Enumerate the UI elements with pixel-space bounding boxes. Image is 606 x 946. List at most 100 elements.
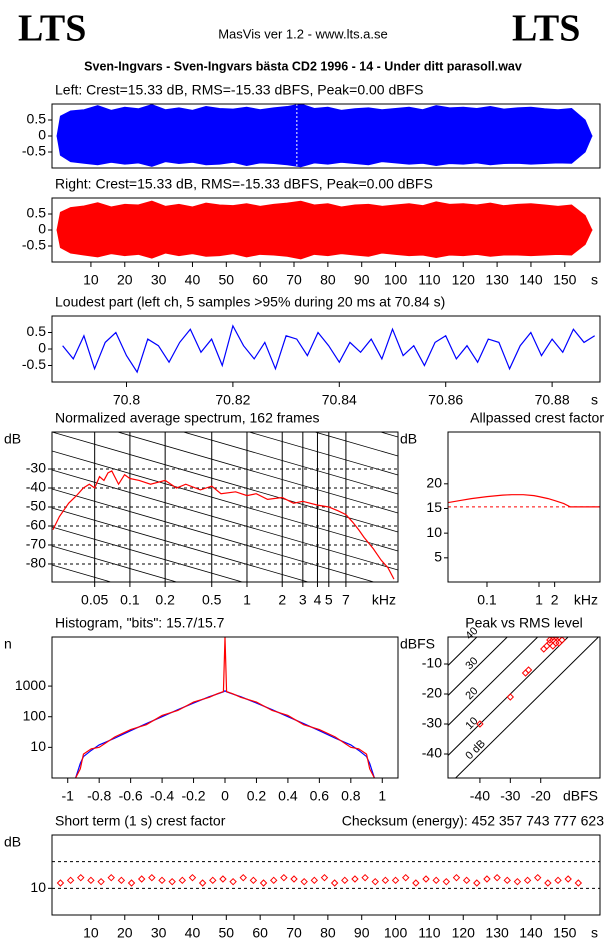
y-tick-label: -70 [26, 536, 46, 552]
point [137, 875, 146, 883]
x-tick-label: 130 [485, 272, 509, 288]
x-tick-label: 60 [252, 272, 268, 288]
point [330, 879, 339, 887]
x-tick-label: 70 [286, 272, 302, 288]
point [549, 642, 557, 650]
app-title: MasVis ver 1.2 - www.lts.a.se [218, 26, 388, 41]
y-tick-label: 10 [426, 524, 442, 540]
point [476, 720, 484, 728]
plot-border [447, 636, 601, 779]
logo: LTS [512, 8, 580, 50]
slope-line [313, 432, 398, 457]
chart-title: Right: Crest=15.33 dB, RMS=-15.33 dBFS, … [55, 176, 433, 192]
x-unit-label: dBFS [563, 788, 598, 804]
chart-title: Peak vs RMS level [465, 615, 582, 631]
x-tick-label: 120 [452, 925, 476, 941]
point [534, 873, 542, 882]
y-tick-label: 20 [426, 475, 442, 491]
plot-frame [52, 316, 600, 382]
x-tick-label: 2 [278, 592, 286, 608]
x-tick-label: 0.8 [341, 788, 361, 804]
x-tick-label: 50 [219, 925, 235, 941]
diagonal-line [454, 637, 600, 778]
point [503, 876, 511, 885]
x-tick-label: 20 [117, 272, 133, 288]
point [77, 873, 85, 882]
point [168, 877, 176, 886]
data-line [448, 494, 600, 508]
plot-area [52, 835, 600, 915]
point [127, 879, 136, 887]
chart-title: Normalized average spectrum, 162 frames [55, 410, 320, 426]
y-axis-label: n [4, 636, 12, 652]
x-tick-label: 100 [384, 925, 408, 941]
x-tick-label: 10 [83, 272, 99, 288]
x-tick-label: -30 [500, 788, 520, 804]
x-tick-label: 110 [418, 272, 441, 288]
x-unit-label: s [591, 392, 598, 408]
y-tick-label: -50 [26, 498, 46, 514]
x-tick-label: 50 [219, 272, 235, 288]
point [209, 876, 217, 885]
chart-title: Allpassed crest factor [470, 410, 604, 426]
point [107, 873, 115, 882]
point [341, 876, 349, 885]
slope-line [247, 432, 398, 476]
plot-area [52, 316, 600, 382]
y-tick-label: 15 [426, 499, 442, 515]
point [239, 873, 247, 882]
x-tick-label: 0.1 [120, 592, 140, 608]
waveform [56, 104, 593, 137]
y-axis-label: dBFS [400, 636, 435, 652]
x-tick-label: 70.8 [113, 392, 140, 408]
logo: LTS [18, 8, 86, 50]
x-tick-label: 2 [551, 592, 559, 608]
x-tick-label: 40 [185, 925, 201, 941]
point [66, 876, 75, 885]
data-line [52, 470, 395, 580]
diagonal-line [448, 637, 539, 726]
x-tick-label: 140 [519, 272, 543, 288]
point [483, 875, 491, 883]
plot-frame [52, 637, 398, 778]
point [249, 876, 258, 885]
y-tick-label: 1000 [15, 677, 46, 693]
point [320, 873, 329, 882]
y-tick-label: -80 [26, 555, 46, 571]
y-tick-label: 0 [38, 340, 46, 356]
x-tick-label: -20 [531, 788, 551, 804]
x-tick-label: 120 [452, 272, 476, 288]
chart-title: Short term (1 s) crest factor [55, 813, 226, 829]
diagonal-line [448, 637, 478, 666]
x-tick-label: 80 [320, 272, 336, 288]
y-tick-label: -0.5 [22, 143, 46, 159]
plot-area [52, 104, 600, 168]
x-tick-label: 0.2 [155, 592, 175, 608]
point [290, 875, 298, 883]
x-tick-label: 7 [342, 592, 350, 608]
x-tick-label: 110 [418, 925, 441, 941]
diagonal-line [448, 637, 508, 696]
x-tick-label: 70 [286, 925, 302, 941]
x-unit-label: s [591, 925, 598, 941]
chart-title: Loudest part (left ch, 5 samples >95% du… [55, 294, 445, 310]
y-tick-label: 0 [38, 127, 46, 143]
x-tick-label: 30 [151, 272, 167, 288]
x-tick-label: 90 [354, 925, 370, 941]
point [523, 876, 532, 885]
point [564, 875, 572, 883]
point [158, 876, 166, 885]
point [178, 876, 187, 885]
y-tick-label: -60 [26, 517, 46, 533]
plot-area [52, 637, 398, 778]
point [521, 669, 530, 677]
point [412, 879, 420, 887]
file-name: Sven-Ingvars - Sven-Ingvars bästa CD2 19… [84, 59, 522, 73]
data-line [62, 324, 595, 374]
x-tick-label: 0.6 [310, 788, 330, 804]
slope-line [52, 450, 398, 552]
chart-title: Histogram, "bits": 15.7/15.7 [55, 615, 225, 631]
slope-line [52, 469, 398, 571]
y-tick-label: 100 [23, 707, 47, 723]
point [87, 876, 95, 885]
